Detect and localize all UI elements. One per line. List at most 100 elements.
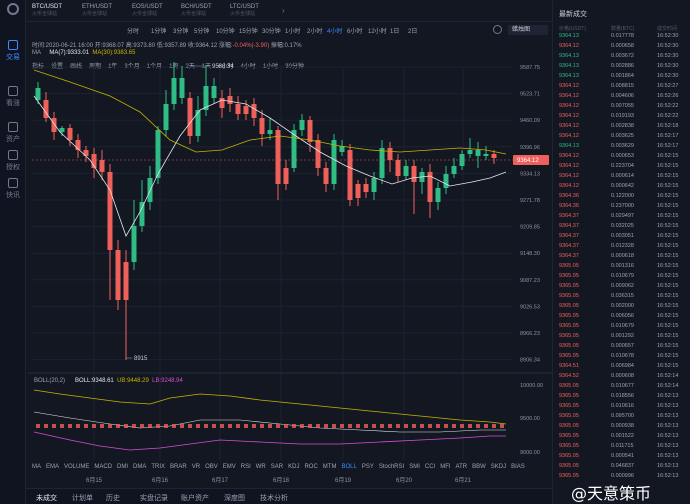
indicator-option[interactable]: BRAR <box>170 464 187 470</box>
pair-tab-3[interactable]: BCH/USDT 火币全球站 <box>181 4 212 18</box>
logo-icon <box>7 3 19 15</box>
interval-option[interactable]: 6小时 <box>347 29 363 35</box>
indicator-option[interactable]: EMV <box>222 464 236 470</box>
indicator-option[interactable]: SAR <box>270 464 284 470</box>
interval-option[interactable]: 2日 <box>408 29 418 35</box>
trade-price: 9365.05 <box>559 293 579 299</box>
interval-option[interactable]: 2小时 <box>307 29 323 35</box>
boll-candle <box>116 424 120 428</box>
indicator-option[interactable]: BBW <box>472 464 486 470</box>
trade-time: 16:52:13 <box>657 443 679 449</box>
interval-option[interactable]: 30分钟 <box>262 29 281 35</box>
sidebar-item-1[interactable]: 看涨 <box>0 86 26 108</box>
trade-time: 16:52:30 <box>657 33 679 39</box>
trade-row: 9364.13 0.017778 16:52:30 <box>553 33 690 41</box>
pair-tab-0[interactable]: BTC/USDT 火币全球站 <box>32 4 62 18</box>
indicator-option[interactable]: DMI <box>117 464 129 470</box>
trade-row: 9364.12 0.223704 16:52:15 <box>553 163 690 171</box>
indicator-option[interactable]: KDJ <box>288 464 300 470</box>
indicator-option[interactable]: MACD <box>94 464 113 470</box>
candle-body <box>307 120 313 142</box>
trade-price: 9365.05 <box>559 353 579 359</box>
bottom-tab[interactable]: 深度图 <box>224 495 245 502</box>
trade-price: 9364.12 <box>559 113 579 119</box>
candle-body <box>347 150 353 200</box>
trade-price: 9364.12 <box>559 153 579 159</box>
interval-option[interactable]: 12小时 <box>368 29 387 35</box>
trend-icon <box>8 86 18 96</box>
trade-amount: 0.003672 <box>611 53 634 59</box>
trade-amount: 0.010679 <box>611 273 634 279</box>
indicator-option[interactable]: EMA <box>46 464 60 470</box>
indicator-option[interactable]: RSI <box>240 464 251 470</box>
sidebar-item-4[interactable]: 快讯 <box>0 178 26 200</box>
trade-price: 9365.05 <box>559 263 579 269</box>
candle-body <box>395 160 401 176</box>
trade-price: 9364.13 <box>559 53 579 59</box>
interval-option[interactable]: 5分钟 <box>194 29 210 35</box>
interval-option[interactable]: 1分钟 <box>151 29 167 35</box>
trade-time: 16:52:13 <box>657 433 679 439</box>
pair-exchange: 火币全球站 <box>82 11 108 17</box>
bottom-tab[interactable]: 计划单 <box>72 495 93 502</box>
bottom-tab[interactable]: 账户资产 <box>181 495 209 502</box>
pair-tab-1[interactable]: ETH/USDT 火币全球站 <box>82 4 112 18</box>
boll-candle <box>348 424 352 428</box>
bottom-tab[interactable]: 技术分析 <box>260 495 288 502</box>
indicator-option[interactable]: VR <box>191 464 201 470</box>
indicator-option[interactable]: MFI <box>440 464 451 470</box>
interval-option[interactable]: 10分钟 <box>216 29 235 35</box>
sidebar-item-0[interactable]: 交易 <box>0 40 26 62</box>
indicator-option[interactable]: ATR <box>455 464 468 470</box>
sidebar-item-2[interactable]: 资产 <box>0 122 26 144</box>
trade-amount: 0.017778 <box>611 33 634 39</box>
ma30-line <box>33 69 507 155</box>
bottom-tab[interactable]: 未成交 <box>36 495 57 502</box>
indicator-option[interactable]: SKDJ <box>490 464 507 470</box>
candle-body <box>339 146 345 152</box>
trade-price: 9365.05 <box>559 333 579 339</box>
interval-option[interactable]: 分时 <box>127 29 140 35</box>
indicator-option[interactable]: MA <box>32 464 41 470</box>
indicator-option[interactable]: BIAS <box>511 464 525 470</box>
indicator-option[interactable]: StochRSI <box>378 464 405 470</box>
indicator-option[interactable]: OBV <box>205 464 218 470</box>
trade-amount: 0.003629 <box>611 143 634 149</box>
indicator-option[interactable]: DMA <box>133 464 147 470</box>
indicator-option[interactable]: CCI <box>424 464 436 470</box>
candlestick-chart[interactable]: 9587.75 9523.71 9460.09 9396.96 9334.13 9271.… <box>0 0 552 488</box>
trade-time: 16:52:22 <box>657 103 679 109</box>
trade-amount: 0.010679 <box>611 323 634 329</box>
indicator-option[interactable]: VOLUME <box>64 464 90 470</box>
candle-body <box>83 150 89 156</box>
pair-tab-2[interactable]: EOS/USDT 火币全球站 <box>132 4 163 18</box>
pair-name: EOS/USDT <box>132 4 163 10</box>
indicator-option[interactable]: SMI <box>409 464 420 470</box>
price-tick-label: 9587.75 <box>520 65 540 71</box>
pair-tab-4[interactable]: LTC/USDT 火币全球站 <box>230 4 259 18</box>
indicator-option[interactable]: MTM <box>322 464 337 470</box>
interval-option[interactable]: 1小时 <box>285 29 301 35</box>
price-tick-label: 8906.34 <box>520 358 540 364</box>
interval-option[interactable]: 1日 <box>390 29 400 35</box>
ma-label: MA <box>32 50 41 56</box>
sidebar-item-3[interactable]: 授权 <box>0 150 26 172</box>
bottom-tab[interactable]: 实盘记录 <box>140 495 168 502</box>
chart-type-select[interactable]: 蜡烛图 <box>508 25 548 35</box>
chevron-right-icon[interactable]: › <box>282 6 285 15</box>
interval-option[interactable]: 4小时 <box>327 29 343 35</box>
candle-body <box>227 96 233 104</box>
trade-time: 16:52:15 <box>657 153 679 159</box>
indicator-option[interactable]: TRIX <box>151 464 166 470</box>
interval-option[interactable]: 3分钟 <box>173 29 189 35</box>
trade-amount: 0.223704 <box>611 163 634 169</box>
indicator-option[interactable]: PSY <box>361 464 374 470</box>
candle-body <box>435 188 441 202</box>
indicator-option[interactable]: WR <box>255 464 266 470</box>
interval-option[interactable]: 15分钟 <box>239 29 258 35</box>
bottom-tab[interactable]: 历史 <box>106 495 120 502</box>
indicator-option[interactable]: BOLL <box>341 464 357 470</box>
ma30-value: MA(30):9383.65 <box>92 50 136 56</box>
indicator-option[interactable]: ROC <box>304 464 318 470</box>
gear-icon[interactable] <box>493 25 502 34</box>
